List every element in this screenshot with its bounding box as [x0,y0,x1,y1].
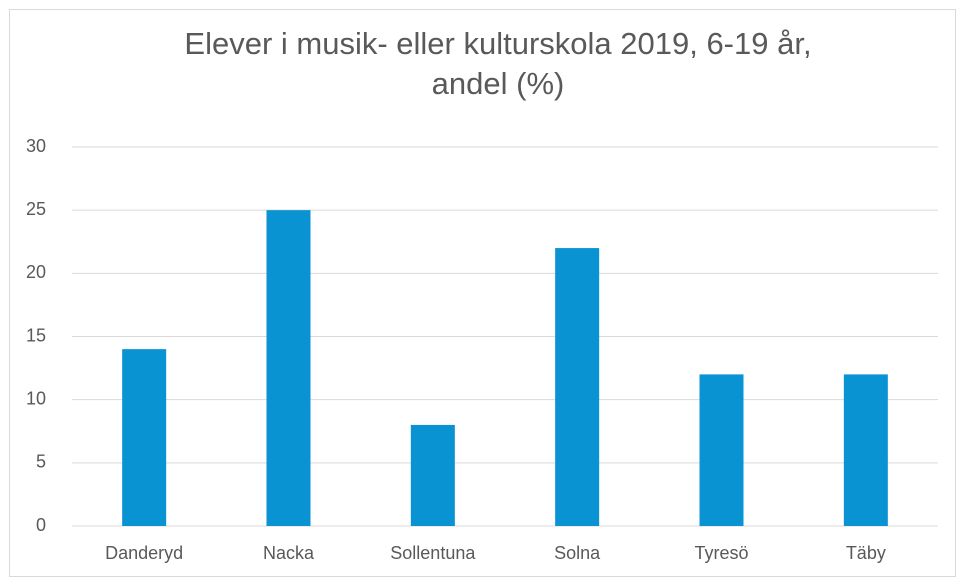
bar [699,374,744,526]
y-tick-label: 5 [36,452,46,472]
chart-border [9,9,956,577]
x-tick-label: Sollentuna [390,543,476,563]
chart-title: Elever i musik- eller kulturskola 2019, … [184,26,812,101]
x-tick-label: Solna [554,543,601,563]
y-tick-label: 0 [36,515,46,535]
x-tick-label: Nacka [263,543,315,563]
y-tick-label: 30 [26,136,46,156]
y-tick-label: 10 [26,388,46,408]
bar [410,424,455,526]
y-tick-label: 25 [26,199,46,219]
bar [555,248,600,527]
x-tick-label: Danderyd [105,543,183,563]
y-tick-label: 15 [26,325,46,345]
bar [122,349,167,526]
y-tick-label: 20 [26,262,46,282]
bar [266,210,311,526]
x-tick-label: Tyresö [694,543,748,563]
x-tick-label: Täby [846,543,886,563]
bar [843,374,888,526]
